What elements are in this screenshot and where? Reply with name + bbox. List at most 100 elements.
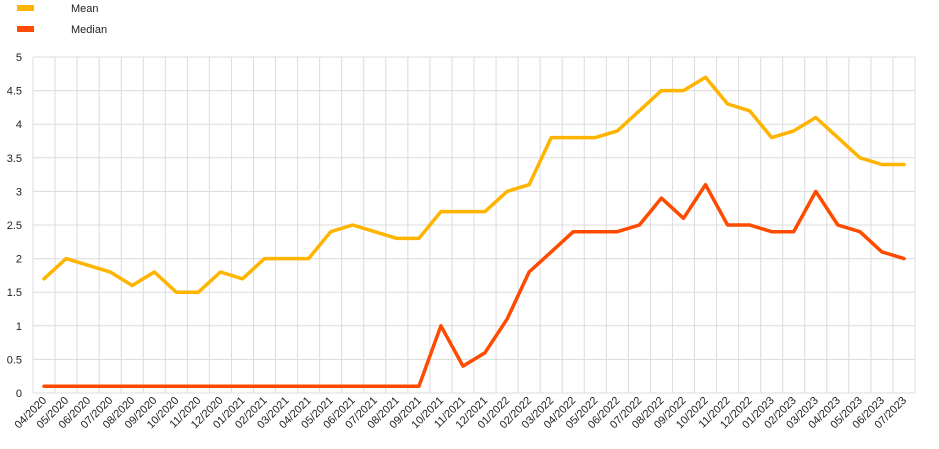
data-point-median xyxy=(263,385,266,388)
x-axis: 04/202005/202006/202007/202008/202009/20… xyxy=(13,395,910,432)
data-point-mean xyxy=(902,163,905,166)
data-point-mean xyxy=(109,271,112,274)
y-tick-label: 0 xyxy=(16,388,22,400)
data-point-mean xyxy=(484,210,487,213)
y-axis: 0 0.5 1 1.5 2 2.5 3 3.5 4 4.5 5 xyxy=(7,52,22,400)
data-point-mean xyxy=(594,136,597,139)
data-point-median xyxy=(748,224,751,226)
data-point-mean xyxy=(351,224,354,226)
data-point-median xyxy=(461,365,464,368)
data-point-mean xyxy=(748,109,751,112)
series-lines xyxy=(42,75,906,389)
data-point-median xyxy=(594,230,597,233)
data-point-mean xyxy=(197,291,200,294)
data-point-mean xyxy=(660,89,663,92)
legend-label: Mean xyxy=(71,3,99,15)
data-point-median xyxy=(241,385,244,388)
data-point-median xyxy=(660,197,663,200)
data-point-median xyxy=(880,250,883,253)
data-point-median xyxy=(858,230,861,233)
data-point-mean xyxy=(836,136,839,139)
data-point-median xyxy=(373,385,376,388)
data-point-median xyxy=(550,250,553,253)
data-point-mean xyxy=(682,89,685,92)
data-point-median xyxy=(351,385,354,388)
y-tick-label: 3 xyxy=(16,186,22,198)
data-point-mean xyxy=(153,271,156,274)
data-point-mean xyxy=(131,284,134,287)
y-tick-label: 1.5 xyxy=(7,287,22,299)
series-line-median xyxy=(42,182,906,389)
data-point-median xyxy=(726,224,729,226)
y-tick-label: 0.5 xyxy=(7,354,22,366)
data-point-mean xyxy=(704,76,707,79)
legend-swatch xyxy=(17,5,34,11)
data-point-median xyxy=(153,385,156,388)
data-point-median xyxy=(109,385,112,388)
grid-lines xyxy=(32,56,916,394)
data-point-median xyxy=(616,230,619,233)
data-point-mean xyxy=(880,163,883,166)
data-point-mean xyxy=(43,277,46,280)
y-tick-label: 1 xyxy=(16,321,22,333)
y-tick-label: 5 xyxy=(16,52,22,64)
data-point-mean xyxy=(263,257,266,260)
data-point-mean xyxy=(726,103,729,106)
data-point-mean xyxy=(373,230,376,233)
y-tick-label: 4.5 xyxy=(7,86,22,98)
data-point-median xyxy=(197,385,200,388)
data-point-mean xyxy=(285,257,288,260)
data-point-median xyxy=(836,224,839,226)
data-point-median xyxy=(175,385,178,388)
data-point-median xyxy=(307,385,310,388)
y-tick-label: 4 xyxy=(16,119,22,131)
data-point-median xyxy=(285,385,288,388)
data-point-median xyxy=(484,351,487,354)
data-point-median xyxy=(417,385,420,388)
data-point-mean xyxy=(550,136,553,139)
data-point-mean xyxy=(528,183,531,186)
data-point-median xyxy=(329,385,332,388)
data-point-median xyxy=(704,183,707,186)
data-point-median xyxy=(572,230,575,233)
data-point-median xyxy=(87,385,90,388)
data-point-mean xyxy=(417,237,420,240)
data-point-mean xyxy=(616,129,619,132)
data-point-median xyxy=(792,230,795,233)
data-point-mean xyxy=(329,230,332,233)
data-point-median xyxy=(395,385,398,388)
data-point-mean xyxy=(219,271,222,274)
chart-legend: Mean Median xyxy=(17,3,107,36)
data-point-mean xyxy=(506,190,509,193)
series-line-mean xyxy=(42,75,906,294)
data-point-mean xyxy=(241,277,244,280)
data-point-mean xyxy=(638,109,641,112)
data-point-mean xyxy=(461,210,464,213)
data-point-median xyxy=(682,217,685,220)
data-point-mean xyxy=(858,156,861,159)
data-point-median xyxy=(219,385,222,388)
data-point-median xyxy=(506,318,509,321)
data-point-mean xyxy=(175,291,178,294)
data-point-mean xyxy=(572,136,575,139)
data-point-median xyxy=(902,257,905,260)
data-point-median xyxy=(814,190,817,193)
data-point-mean xyxy=(770,136,773,139)
legend-label: Median xyxy=(71,24,107,36)
y-tick-label: 2.5 xyxy=(7,220,22,232)
data-point-mean xyxy=(814,116,817,119)
data-point-mean xyxy=(65,257,68,260)
data-point-median xyxy=(65,385,68,388)
data-point-mean xyxy=(307,257,310,260)
data-point-mean xyxy=(395,237,398,240)
legend-swatch xyxy=(17,26,34,32)
y-tick-label: 2 xyxy=(16,254,22,266)
data-point-mean xyxy=(87,264,90,267)
data-point-mean xyxy=(439,210,442,213)
data-point-median xyxy=(439,324,442,327)
data-point-median xyxy=(43,385,46,388)
data-point-median xyxy=(770,230,773,233)
data-point-median xyxy=(638,224,641,226)
y-tick-label: 3.5 xyxy=(7,153,22,165)
